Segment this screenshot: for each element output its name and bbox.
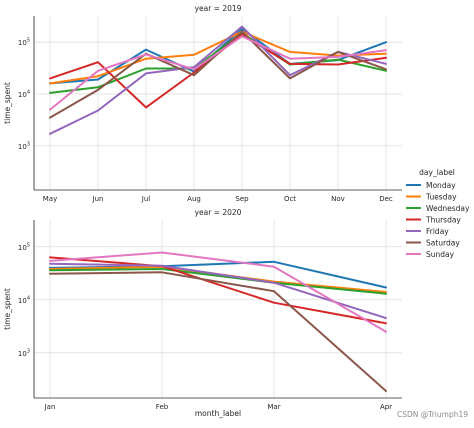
legend-label-sunday: Sunday: [426, 250, 455, 259]
x-ticks-2019: May Jun Jul Aug Sep Oct Nov Dec: [43, 195, 393, 203]
legend-label-monday: Monday: [426, 181, 456, 190]
x-tick-label: Nov: [331, 195, 345, 203]
y-ticks-2020: 103 104 105: [18, 242, 30, 357]
y-tick-label: 105: [18, 242, 30, 252]
legend-label-wednesday: Wednesday: [426, 204, 470, 213]
series-line-thursday: [49, 256, 387, 325]
x-tick-label: Jun: [92, 195, 104, 203]
legend-title: day_label: [419, 168, 455, 177]
x-tick-label: May: [43, 195, 57, 203]
panel-2019: 103 104 105 May Jun Jul Aug Sep Oct Nov Dec year …: [3, 4, 402, 203]
legend-items: Monday Tuesday Wednesday Thursday Friday Satu…: [406, 181, 470, 259]
y-tick-label: 104: [18, 89, 30, 99]
y-tick-exponent: 3: [27, 141, 30, 147]
x-tick-label: Oct: [284, 195, 296, 203]
y-tick-exponent: 4: [27, 89, 30, 95]
y-tick-label: 103: [18, 348, 30, 358]
x-tick-label: Apr: [380, 403, 392, 411]
x-tick-label: Sep: [235, 195, 249, 203]
legend-label-tuesday: Tuesday: [425, 193, 457, 202]
y-tick-exponent: 5: [27, 38, 30, 44]
panel-2020: 103 104 105 Jan Feb Mar Apr year = 2020 time_…: [3, 208, 402, 418]
y-tick-label: 104: [18, 295, 30, 305]
x-ticks-2020: Jan Feb Mar Apr: [44, 403, 393, 411]
series-line-friday: [49, 262, 387, 320]
y-tick-exponent: 4: [27, 295, 30, 301]
panel-title-2019: year = 2019: [195, 4, 242, 13]
series-line-sunday: [49, 35, 387, 111]
y-tick-exponent: 3: [27, 348, 30, 354]
legend: day_label Monday Tuesday Wednesday Thursday…: [406, 168, 470, 259]
x-tick-label: Aug: [187, 195, 201, 203]
lines-2019: [49, 25, 387, 135]
legend-label-saturday: Saturday: [426, 239, 460, 248]
series-line-wednesday: [49, 268, 387, 295]
x-axis-label-2020: month_label: [195, 409, 241, 418]
x-tick-label: Jul: [141, 195, 151, 203]
x-tick-label: Mar: [267, 403, 280, 411]
series-line-saturday: [49, 271, 387, 392]
y-ticks-2019: 103 104 105: [18, 38, 30, 151]
y-tick-label: 103: [18, 141, 30, 151]
y-tick-label: 105: [18, 38, 30, 48]
y-axis-label-2019: time_spent: [3, 82, 12, 124]
legend-label-friday: Friday: [426, 227, 449, 236]
x-tick-label: Dec: [379, 195, 393, 203]
x-tick-label: Feb: [156, 403, 169, 411]
panel-title-2020: year = 2020: [195, 208, 242, 217]
y-axis-label-2020: time_spent: [3, 288, 12, 330]
watermark: CSDN @Triumph19: [397, 410, 468, 419]
lines-2020: [49, 251, 387, 392]
y-tick-exponent: 5: [27, 242, 30, 248]
legend-label-thursday: Thursday: [425, 216, 461, 225]
series-line-sunday: [49, 251, 387, 333]
x-tick-label: Jan: [44, 403, 56, 411]
gridlines-2020: [34, 220, 402, 398]
